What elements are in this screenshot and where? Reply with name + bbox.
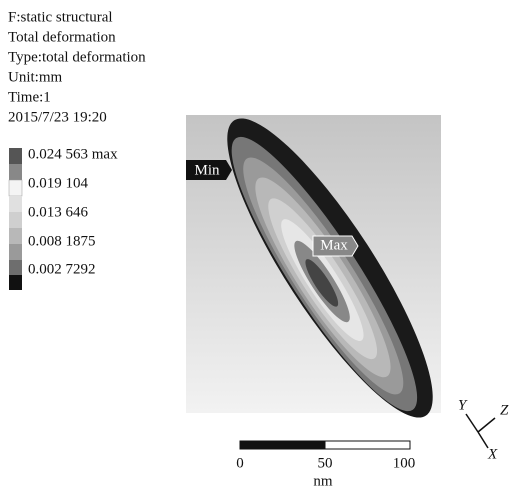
legend-swatch <box>9 228 22 244</box>
legend-swatch <box>9 148 22 164</box>
legend-label: 0.008 1875 <box>28 233 96 249</box>
triad-label: Z <box>500 402 509 418</box>
header-line: Type:total deformation <box>8 49 146 65</box>
legend-label: 0.002 7292 <box>28 261 96 277</box>
screenshot: F:static structural Total deformation Ty… <box>0 0 511 489</box>
min-label: Min <box>194 162 220 178</box>
legend-swatch <box>9 244 22 260</box>
legend-label: 0.019 104 <box>28 175 89 191</box>
header-line: Total deformation <box>8 29 116 45</box>
header-line: F:static structural <box>8 9 113 25</box>
scale-bar: 0 50 100 nm <box>236 441 415 489</box>
header: F:static structural Total deformation Ty… <box>8 9 146 125</box>
scale-label: 100 <box>393 455 416 471</box>
triad-label: Y <box>458 397 468 413</box>
scale-label: 50 <box>318 455 333 471</box>
scale-unit: nm <box>313 473 333 489</box>
min-annotation: Min <box>186 160 232 180</box>
header-line: 2015/7/23 19:20 <box>8 109 107 125</box>
axis-triad: Y Z X <box>458 397 509 462</box>
legend-swatch <box>9 212 22 228</box>
legend-label: 0.024 563 max <box>28 146 118 162</box>
max-label: Max <box>320 237 348 253</box>
legend-swatch <box>9 180 22 196</box>
legend-swatch <box>9 164 22 180</box>
max-annotation: Max <box>313 236 358 256</box>
triad-label: X <box>487 446 498 462</box>
header-line: Time:1 <box>8 89 51 105</box>
header-line: Unit:mm <box>8 69 63 85</box>
legend-swatch <box>9 260 22 275</box>
legend-swatch <box>9 275 22 290</box>
legend-bar: 0.024 563 max 0.019 104 0.013 646 0.008 … <box>9 146 118 290</box>
legend-label: 0.013 646 <box>28 204 89 220</box>
scale-label: 0 <box>236 455 244 471</box>
legend-swatch <box>9 196 22 212</box>
